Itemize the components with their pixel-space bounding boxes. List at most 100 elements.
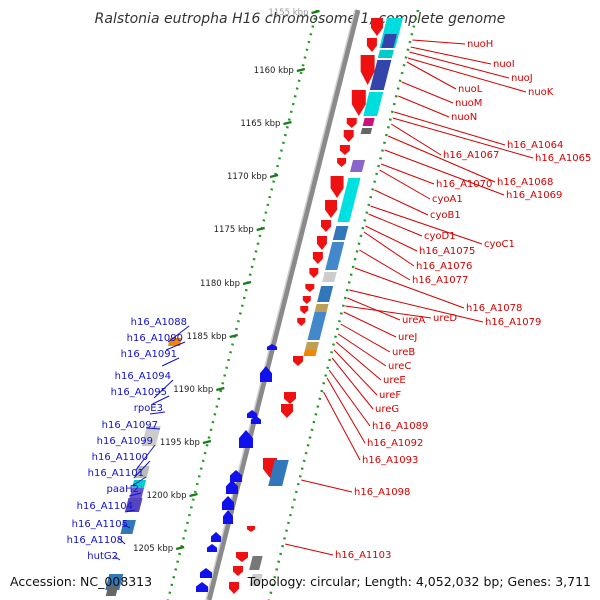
feature-label-left[interactable]: h16_A1105 bbox=[72, 519, 128, 530]
feature-label-left[interactable]: h16_A1099 bbox=[97, 436, 153, 447]
feature-label-right[interactable]: ureG bbox=[375, 404, 399, 415]
feature-label-right[interactable]: h16_A1064 bbox=[507, 140, 563, 151]
forward-gene-arrow bbox=[236, 552, 248, 562]
forward-gene-arrow bbox=[302, 296, 311, 304]
forward-gene-arrow bbox=[339, 145, 350, 155]
label-leader-line bbox=[401, 81, 454, 104]
label-leader-line bbox=[335, 341, 382, 381]
misc-block bbox=[381, 34, 397, 48]
forward-gene-arrow bbox=[320, 220, 331, 232]
feature-label-right[interactable]: ureA bbox=[402, 315, 425, 326]
label-leader-line bbox=[326, 377, 366, 444]
feature-label-left[interactable]: h16_A1091 bbox=[121, 349, 177, 360]
feature-label-left[interactable]: h16_A1108 bbox=[67, 535, 123, 546]
feature-label-right[interactable]: h16_A1075 bbox=[419, 246, 475, 257]
feature-label-right[interactable]: h16_A1067 bbox=[443, 150, 499, 161]
rna-block bbox=[377, 50, 394, 58]
feature-label-right[interactable]: h16_A1098 bbox=[354, 487, 410, 498]
label-leader-line bbox=[394, 111, 506, 146]
reverse-gene-arrow bbox=[196, 582, 208, 592]
tick-mark bbox=[216, 386, 225, 392]
feature-label-right[interactable]: cyoC1 bbox=[484, 239, 515, 250]
feature-label-left[interactable]: h16_A1094 bbox=[115, 371, 171, 382]
label-leader-line bbox=[285, 543, 334, 556]
forward-gene-arrow bbox=[351, 90, 366, 116]
feature-label-right[interactable]: nuoH bbox=[467, 39, 493, 50]
feature-label-right[interactable]: ureJ bbox=[398, 332, 417, 343]
feature-label-right[interactable]: ureE bbox=[383, 375, 406, 386]
label-leader-line bbox=[349, 289, 484, 323]
reverse-gene-arrow bbox=[200, 568, 212, 578]
forward-gene-arrow bbox=[233, 566, 243, 576]
feature-label-right[interactable]: ureD bbox=[433, 313, 457, 324]
reverse-gene-arrow bbox=[222, 496, 234, 510]
misc-block bbox=[134, 466, 150, 478]
feature-label-left[interactable]: paaH2 bbox=[107, 484, 140, 495]
reverse-gene-arrow bbox=[211, 532, 221, 542]
label-leader-line bbox=[368, 213, 423, 237]
label-leader-line bbox=[118, 537, 126, 545]
summary-text: Topology: circular; Length: 4,052,032 bp… bbox=[247, 574, 591, 589]
feature-label-left[interactable]: h16_A1090 bbox=[127, 333, 183, 344]
feature-label-right[interactable]: h16_A1092 bbox=[367, 438, 423, 449]
label-leader-line bbox=[380, 163, 435, 185]
feature-label-left[interactable]: h16_A1097 bbox=[102, 420, 158, 431]
feature-label-right[interactable]: cyoB1 bbox=[430, 210, 461, 221]
feature-label-right[interactable]: h16_A1065 bbox=[535, 153, 591, 164]
feature-label-left[interactable]: h16_A1095 bbox=[111, 387, 167, 398]
feature-label-right[interactable]: h16_A1079 bbox=[485, 317, 541, 328]
feature-label-right[interactable]: cyoD1 bbox=[424, 231, 456, 242]
feature-label-right[interactable]: cyoA1 bbox=[432, 194, 463, 205]
label-leader-line bbox=[333, 349, 378, 396]
misc-block bbox=[369, 60, 392, 90]
feature-label-right[interactable]: h16_A1078 bbox=[466, 303, 522, 314]
feature-label-right[interactable]: nuoM bbox=[455, 98, 482, 109]
feature-label-right[interactable]: h16_A1089 bbox=[372, 421, 428, 432]
misc-block bbox=[268, 460, 289, 486]
forward-gene-arrow bbox=[284, 392, 296, 404]
feature-label-right[interactable]: h16_A1068 bbox=[497, 177, 553, 188]
feature-label-right[interactable]: h16_A1103 bbox=[335, 550, 391, 561]
feature-label-left[interactable]: rpoE3 bbox=[134, 403, 163, 414]
tick-label: 1175 kbp bbox=[214, 225, 254, 235]
feature-label-right[interactable]: ureF bbox=[379, 390, 401, 401]
feature-label-right[interactable]: ureB bbox=[392, 347, 415, 358]
label-leader-line bbox=[331, 357, 374, 410]
feature-label-right[interactable]: nuoI bbox=[493, 59, 515, 70]
feature-label-left[interactable]: h16_A1100 bbox=[92, 452, 148, 463]
reverse-gene-arrow bbox=[207, 544, 217, 552]
label-leader-line bbox=[384, 149, 505, 196]
reverse-gene-arrow bbox=[223, 510, 233, 524]
misc-block bbox=[362, 118, 375, 126]
feature-label-left[interactable]: h16_A1101 bbox=[88, 468, 144, 479]
reverse-gene-arrow bbox=[239, 430, 253, 448]
feature-label-right[interactable]: nuoJ bbox=[511, 73, 533, 84]
forward-gene-arrow bbox=[366, 38, 377, 52]
feature-label-right[interactable]: h16_A1070 bbox=[436, 179, 492, 190]
feature-label-left[interactable]: hutG2 bbox=[87, 551, 118, 562]
feature-label-left[interactable]: h16_A1104 bbox=[77, 501, 133, 512]
feature-label-right[interactable]: h16_A1077 bbox=[412, 275, 468, 286]
feature-label-right[interactable]: nuoN bbox=[451, 112, 477, 123]
label-leader-line bbox=[323, 391, 361, 461]
reverse-gene-arrow bbox=[251, 416, 261, 424]
feature-label-right[interactable]: nuoK bbox=[528, 87, 554, 98]
tick-label: 1190 kbp bbox=[173, 385, 213, 395]
label-leader-line bbox=[387, 135, 496, 183]
tick-label: 1160 kbp bbox=[254, 66, 294, 76]
left-feature-labels: h16_A1088 h16_A1090 h16_A1091 h16_A1094 h16_… bbox=[67, 317, 190, 562]
label-leader-line bbox=[409, 51, 510, 79]
feature-label-right[interactable]: h16_A1069 bbox=[506, 190, 562, 201]
forward-gene-arrow bbox=[337, 158, 347, 167]
feature-label-right[interactable]: h16_A1076 bbox=[416, 261, 472, 272]
forward-gene-arrow bbox=[316, 236, 327, 250]
tick-label: 1180 kbp bbox=[200, 279, 240, 289]
reverse-gene-arrow bbox=[226, 480, 238, 494]
feature-label-left[interactable]: h16_A1088 bbox=[131, 317, 187, 328]
label-leader-line bbox=[407, 57, 527, 93]
feature-label-right[interactable]: ureC bbox=[388, 361, 411, 372]
feature-label-right[interactable]: nuoL bbox=[458, 84, 483, 95]
feature-label-right[interactable]: h16_A1093 bbox=[362, 455, 418, 466]
label-leader-line bbox=[328, 369, 371, 427]
tick-label: 1195 kbp bbox=[160, 438, 200, 448]
